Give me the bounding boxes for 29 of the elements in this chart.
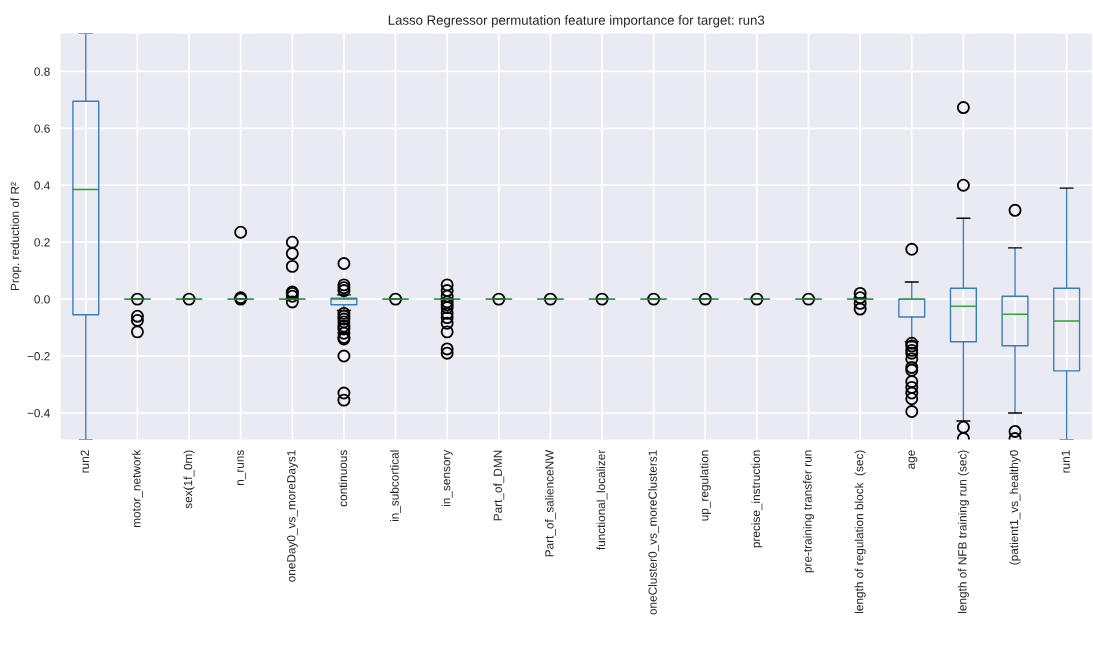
x-tick-label: oneCluster0_vs_moreClusters1 — [648, 450, 660, 615]
x-tick-label: precise_instruction — [751, 450, 763, 548]
x-tick-label: motor_network — [131, 449, 143, 528]
x-tick-label: oneDay0_vs_moreDays1 — [287, 450, 298, 582]
x-tick-label: functional_localizer — [596, 449, 608, 550]
x-tick-label: run1 — [1061, 450, 1070, 473]
x-tick-label: (patient1_vs_healthy0 — [1009, 450, 1021, 565]
x-tick-label: pre-training transfer run — [803, 450, 815, 573]
x-tick-label: in_sensory — [441, 449, 453, 507]
x-tick-label: up_regulation — [699, 450, 711, 521]
y-tick-label: 0.8 — [34, 67, 50, 76]
x-tick-label: length of NFB training run (sec) — [957, 450, 969, 613]
x-tick-label: length of regulation block (sec) — [854, 450, 866, 613]
y-tick-label: 0.6 — [34, 124, 50, 133]
y-tick-label: 0.0 — [34, 295, 50, 304]
y-tick-label: 0.2 — [34, 238, 50, 247]
x-tick-label: sex(1f_0m) — [183, 450, 195, 509]
x-tick-label: run2 — [80, 450, 89, 473]
y-tick-label: −0.4 — [27, 409, 50, 418]
y-tick-label: 0.4 — [34, 181, 50, 190]
y-tick-label: −0.2 — [27, 352, 50, 361]
x-tick-label: in_subcortical — [390, 450, 401, 522]
x-tick-label: Part_of_salienceNW — [544, 449, 556, 557]
x-tick-label: age — [908, 450, 918, 469]
x-tick-label: Part_of_DMN — [493, 450, 505, 521]
x-tick-label: continuous — [338, 450, 348, 507]
y-axis-title: Prop. reduction of R² — [10, 182, 22, 290]
chart-title: Lasso Regressor permutation feature importance for target: run3 — [388, 15, 765, 28]
x-tick-label: n_runs — [237, 450, 247, 486]
